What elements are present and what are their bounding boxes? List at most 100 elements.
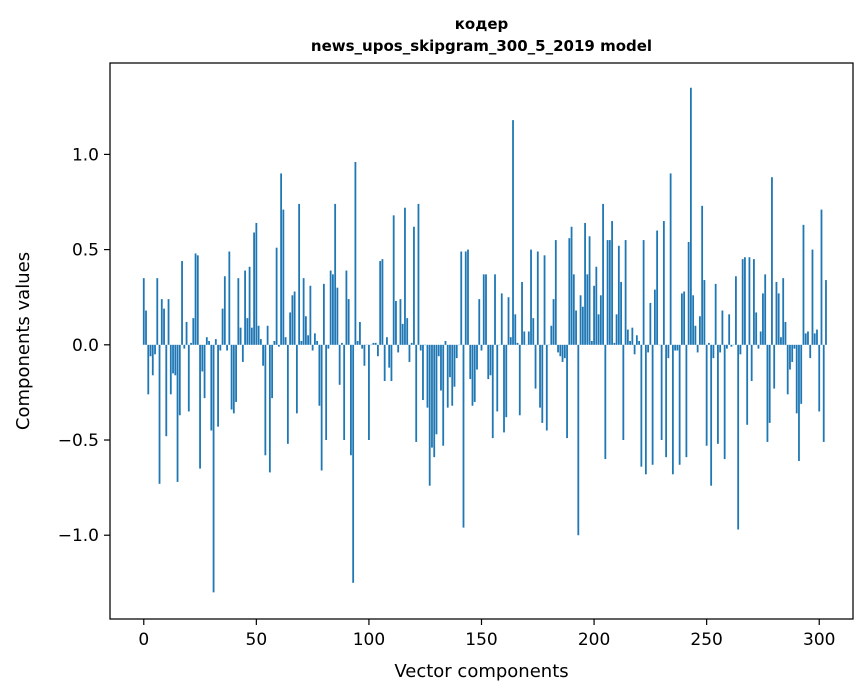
bar-264 — [737, 345, 739, 530]
bar-104 — [377, 345, 379, 356]
bar-226 — [652, 345, 654, 465]
bar-199 — [591, 341, 593, 345]
bar-173 — [532, 318, 534, 345]
bar-65 — [289, 312, 291, 344]
bar-4 — [152, 345, 154, 375]
bar-278 — [769, 345, 771, 423]
bar-133 — [442, 345, 444, 446]
bar-63 — [285, 337, 287, 345]
bar-27 — [204, 345, 206, 398]
bar-157 — [496, 345, 498, 412]
bar-213 — [622, 345, 624, 440]
bar-277 — [767, 345, 769, 442]
bar-115 — [402, 324, 404, 345]
bar-192 — [575, 311, 577, 345]
bar-33 — [217, 345, 219, 427]
bar-284 — [782, 278, 784, 345]
bar-5 — [154, 345, 156, 355]
bar-100 — [368, 345, 370, 440]
bar-234 — [670, 173, 672, 344]
bar-146 — [472, 345, 474, 406]
bar-237 — [676, 345, 678, 351]
bar-248 — [701, 206, 703, 345]
bar-152 — [485, 274, 487, 344]
bar-169 — [523, 331, 525, 344]
bar-39 — [231, 345, 233, 410]
y-tick-label-1: 1.0 — [72, 145, 99, 165]
bar-178 — [544, 255, 546, 344]
bar-97 — [361, 345, 363, 349]
bar-10 — [165, 345, 167, 436]
bar-189 — [568, 238, 570, 345]
bar-46 — [246, 318, 248, 345]
x-tick-label-200: 200 — [578, 630, 610, 650]
bar-220 — [638, 341, 640, 345]
bar-235 — [672, 345, 674, 474]
x-tick-label-300: 300 — [803, 630, 835, 650]
bar-163 — [510, 337, 512, 345]
bar-71 — [303, 278, 305, 345]
bar-176 — [539, 345, 541, 408]
bar-139 — [456, 345, 458, 358]
bar-38 — [228, 252, 230, 345]
bar-249 — [704, 280, 706, 345]
bar-77 — [316, 341, 318, 345]
bar-269 — [749, 257, 751, 345]
bar-254 — [715, 284, 717, 345]
bar-279 — [771, 177, 773, 345]
bar-251 — [708, 343, 710, 345]
bar-186 — [562, 345, 564, 362]
bar-253 — [713, 345, 715, 358]
bar-282 — [778, 293, 780, 344]
y-tick-label-0: 0.0 — [72, 336, 99, 356]
bar-15 — [177, 345, 179, 482]
bar-172 — [530, 250, 532, 345]
bar-29 — [208, 341, 210, 345]
bar-166 — [517, 343, 519, 345]
bar-255 — [717, 345, 719, 444]
bar-62 — [282, 210, 284, 345]
bar-109 — [388, 345, 390, 368]
bar-57 — [271, 345, 273, 398]
bar-90 — [346, 271, 348, 345]
bar-250 — [706, 345, 708, 446]
bar-295 — [807, 331, 809, 344]
bar-44 — [242, 345, 244, 362]
bar-203 — [600, 295, 602, 345]
bar-43 — [240, 328, 242, 345]
bar-242 — [688, 242, 690, 345]
bar-302 — [823, 345, 825, 442]
bar-35 — [222, 309, 224, 345]
bar-241 — [685, 345, 687, 457]
x-tick-label-150: 150 — [465, 630, 497, 650]
bar-96 — [359, 322, 361, 345]
bar-9 — [163, 309, 165, 345]
bar-88 — [341, 343, 343, 345]
x-tick-label-100: 100 — [353, 630, 385, 650]
bar-222 — [643, 240, 645, 345]
bar-179 — [546, 345, 548, 431]
bar-11 — [168, 299, 170, 345]
bar-83 — [330, 271, 332, 345]
bar-191 — [573, 274, 575, 344]
bar-45 — [244, 271, 246, 345]
bar-156 — [494, 274, 496, 344]
bar-23 — [195, 253, 197, 344]
bar-79 — [321, 345, 323, 471]
bar-12 — [170, 345, 172, 395]
bar-263 — [735, 276, 737, 345]
bar-144 — [467, 250, 469, 345]
x-tick-label-250: 250 — [690, 630, 722, 650]
bar-196 — [584, 223, 586, 345]
bar-287 — [789, 345, 791, 370]
bar-154 — [490, 345, 492, 375]
bar-204 — [602, 204, 604, 345]
bar-142 — [463, 345, 465, 528]
bar-25 — [199, 345, 201, 469]
bar-206 — [607, 240, 609, 345]
bar-303 — [825, 280, 827, 345]
bar-103 — [375, 343, 377, 345]
bar-148 — [476, 345, 478, 370]
bar-134 — [445, 341, 447, 345]
bar-273 — [758, 345, 760, 349]
